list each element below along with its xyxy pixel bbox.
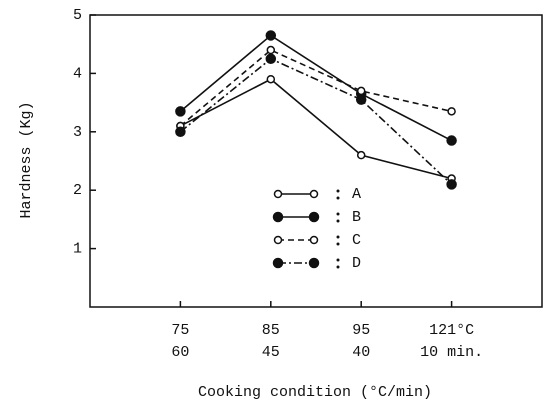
y-tick-label: 4 bbox=[73, 65, 82, 82]
series-line bbox=[180, 78, 452, 180]
legend-marker bbox=[309, 189, 319, 199]
y-tick-label: 2 bbox=[73, 182, 82, 199]
x-tick-label: 75 bbox=[171, 322, 189, 339]
marker bbox=[356, 150, 366, 160]
y-axis-label: Hardness (Kg) bbox=[18, 101, 35, 218]
series-line bbox=[179, 57, 453, 185]
legend-colon bbox=[336, 242, 340, 246]
x-axis-label: Cooking condition (°C/min) bbox=[198, 384, 432, 401]
y-tick-label: 3 bbox=[73, 124, 82, 141]
legend-marker bbox=[308, 211, 320, 223]
legend-colon bbox=[336, 258, 340, 262]
x-tick-label: 121°C bbox=[429, 322, 474, 339]
legend-colon bbox=[336, 189, 340, 193]
legend-marker bbox=[272, 257, 284, 269]
series-line bbox=[179, 34, 452, 142]
legend-colon bbox=[336, 235, 340, 239]
legend-label: B bbox=[352, 209, 361, 226]
legend-label: A bbox=[352, 186, 361, 203]
legend-marker bbox=[273, 189, 283, 199]
legend-colon bbox=[336, 219, 340, 223]
marker bbox=[265, 53, 277, 65]
marker bbox=[355, 94, 367, 105]
marker bbox=[266, 74, 276, 84]
marker bbox=[446, 179, 457, 190]
x-tick-label: 60 bbox=[171, 344, 189, 361]
legend-marker bbox=[273, 235, 283, 245]
legend-colon bbox=[336, 265, 340, 269]
marker bbox=[265, 30, 277, 41]
plot-frame bbox=[89, 14, 543, 308]
legend-marker bbox=[309, 235, 319, 245]
marker bbox=[447, 107, 456, 116]
marker bbox=[356, 86, 366, 96]
series-line bbox=[179, 49, 452, 127]
legend-colon bbox=[336, 196, 340, 200]
marker bbox=[446, 135, 457, 146]
legend-marker bbox=[308, 257, 320, 269]
x-tick-label: 45 bbox=[262, 344, 280, 361]
x-tick-label: 10 min. bbox=[420, 344, 483, 361]
y-tick-label: 5 bbox=[73, 7, 82, 24]
legend-colon bbox=[336, 212, 340, 216]
marker bbox=[175, 126, 186, 138]
marker bbox=[266, 45, 276, 55]
marker bbox=[175, 106, 186, 117]
x-tick-label: 95 bbox=[352, 322, 370, 339]
legend-label: C bbox=[352, 232, 361, 249]
x-tick-label: 85 bbox=[262, 322, 280, 339]
legend-marker bbox=[272, 211, 284, 223]
x-tick-label: 40 bbox=[352, 344, 370, 361]
y-tick-label: 1 bbox=[73, 241, 82, 258]
legend-label: D bbox=[352, 255, 361, 272]
